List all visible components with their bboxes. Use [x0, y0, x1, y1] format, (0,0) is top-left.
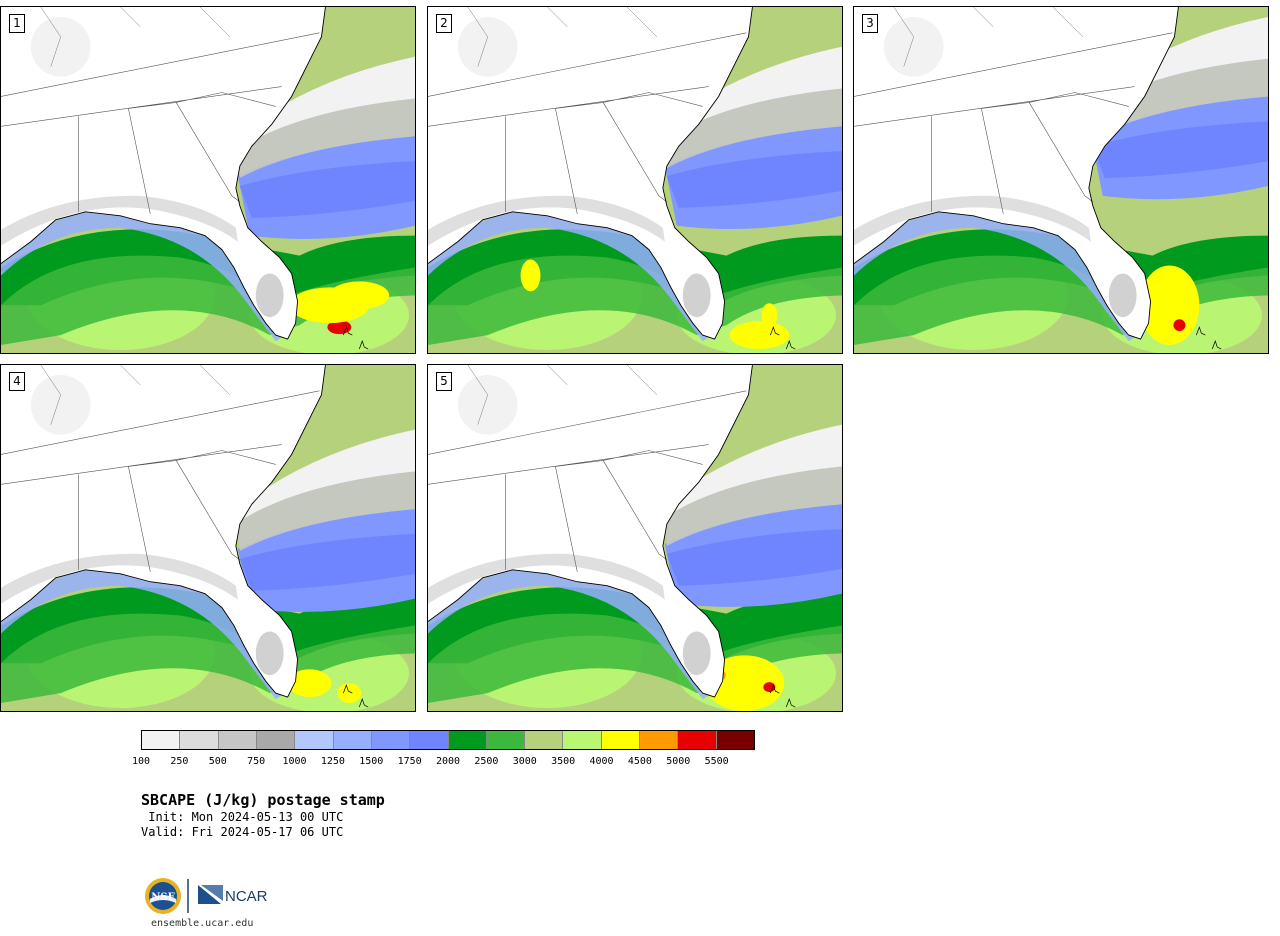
colorbar-tick-labels: 100 250 500 750 1000 1250 1500 1750 2000 2500 3000…: [132, 756, 755, 770]
nsf-logo-text: NSF: [151, 892, 174, 903]
init-time: Init: Mon 2024-05-13 00 UTC: [141, 810, 344, 824]
colorbar-tick-750: 750: [247, 756, 266, 767]
colorbar-legend: [141, 730, 755, 750]
ensemble-member-panel-5: 5: [427, 364, 843, 712]
panel-number-4: 4: [9, 372, 25, 391]
colorbar-swatch-6: [333, 731, 372, 749]
colorbar-tick-1250: 1250: [320, 756, 345, 767]
colorbar-swatch-9: [448, 731, 487, 749]
colorbar-swatch-10: [486, 731, 526, 749]
valid-time: Valid: Fri 2024-05-17 06 UTC: [141, 825, 344, 839]
logo-separator: [187, 879, 189, 913]
colorbar-tick-3000: 3000: [512, 756, 537, 767]
colorbar-swatch-4: [256, 731, 296, 749]
panel-number-3: 3: [862, 14, 878, 33]
colorbar-swatch-11: [525, 731, 564, 749]
website-url: ensemble.ucar.edu: [151, 918, 254, 929]
colorbar-swatch-3: [218, 731, 257, 749]
colorbar-swatch-16: [716, 731, 754, 749]
nsf-logo: NSF: [145, 878, 181, 914]
colorbar-tick-1500: 1500: [359, 756, 384, 767]
colorbar-tick-1000: 1000: [282, 756, 307, 767]
colorbar-swatch-13: [601, 731, 641, 749]
colorbar-swatch-5: [295, 731, 334, 749]
colorbar-swatch-12: [563, 731, 602, 749]
ensemble-member-panel-4: 4: [0, 364, 416, 712]
colorbar-tick-500: 500: [208, 756, 227, 767]
colorbar-swatch-14: [640, 731, 679, 749]
colorbar-tick-3500: 3500: [551, 756, 576, 767]
map-3: [854, 7, 1268, 353]
colorbar-swatch-2: [180, 731, 219, 749]
ncar-logo: NCAR: [198, 885, 268, 905]
map-1: [1, 7, 415, 353]
ensemble-member-panel-2: 2: [427, 6, 843, 354]
panel-number-2: 2: [436, 14, 452, 33]
colorbar-tick-4000: 4000: [589, 756, 614, 767]
colorbar-tick-5500: 5500: [704, 756, 729, 767]
map-4: [1, 365, 415, 711]
ncar-logo-text: NCAR: [225, 888, 268, 905]
colorbar-tick-250: 250: [170, 756, 189, 767]
map-2: [428, 7, 842, 353]
plot-title: SBCAPE (J/kg) postage stamp: [141, 791, 385, 809]
colorbar-swatch-8: [410, 731, 449, 749]
colorbar-tick-2000: 2000: [435, 756, 461, 767]
ensemble-member-panel-1: 1: [0, 6, 416, 354]
colorbar-tick-5000: 5000: [666, 756, 691, 767]
colorbar-swatch-15: [678, 731, 717, 749]
colorbar-swatch-1: [142, 731, 181, 749]
colorbar-tick-4500: 4500: [627, 756, 652, 767]
colorbar-tick-100: 100: [131, 756, 151, 767]
panel-number-5: 5: [436, 372, 452, 391]
map-5: [428, 365, 842, 711]
colorbar-swatch-7: [371, 731, 411, 749]
panel-number-1: 1: [9, 14, 25, 33]
colorbar-tick-1750: 1750: [397, 756, 422, 767]
ensemble-member-panel-3: 3: [853, 6, 1269, 354]
colorbar-tick-2500: 2500: [474, 756, 499, 767]
